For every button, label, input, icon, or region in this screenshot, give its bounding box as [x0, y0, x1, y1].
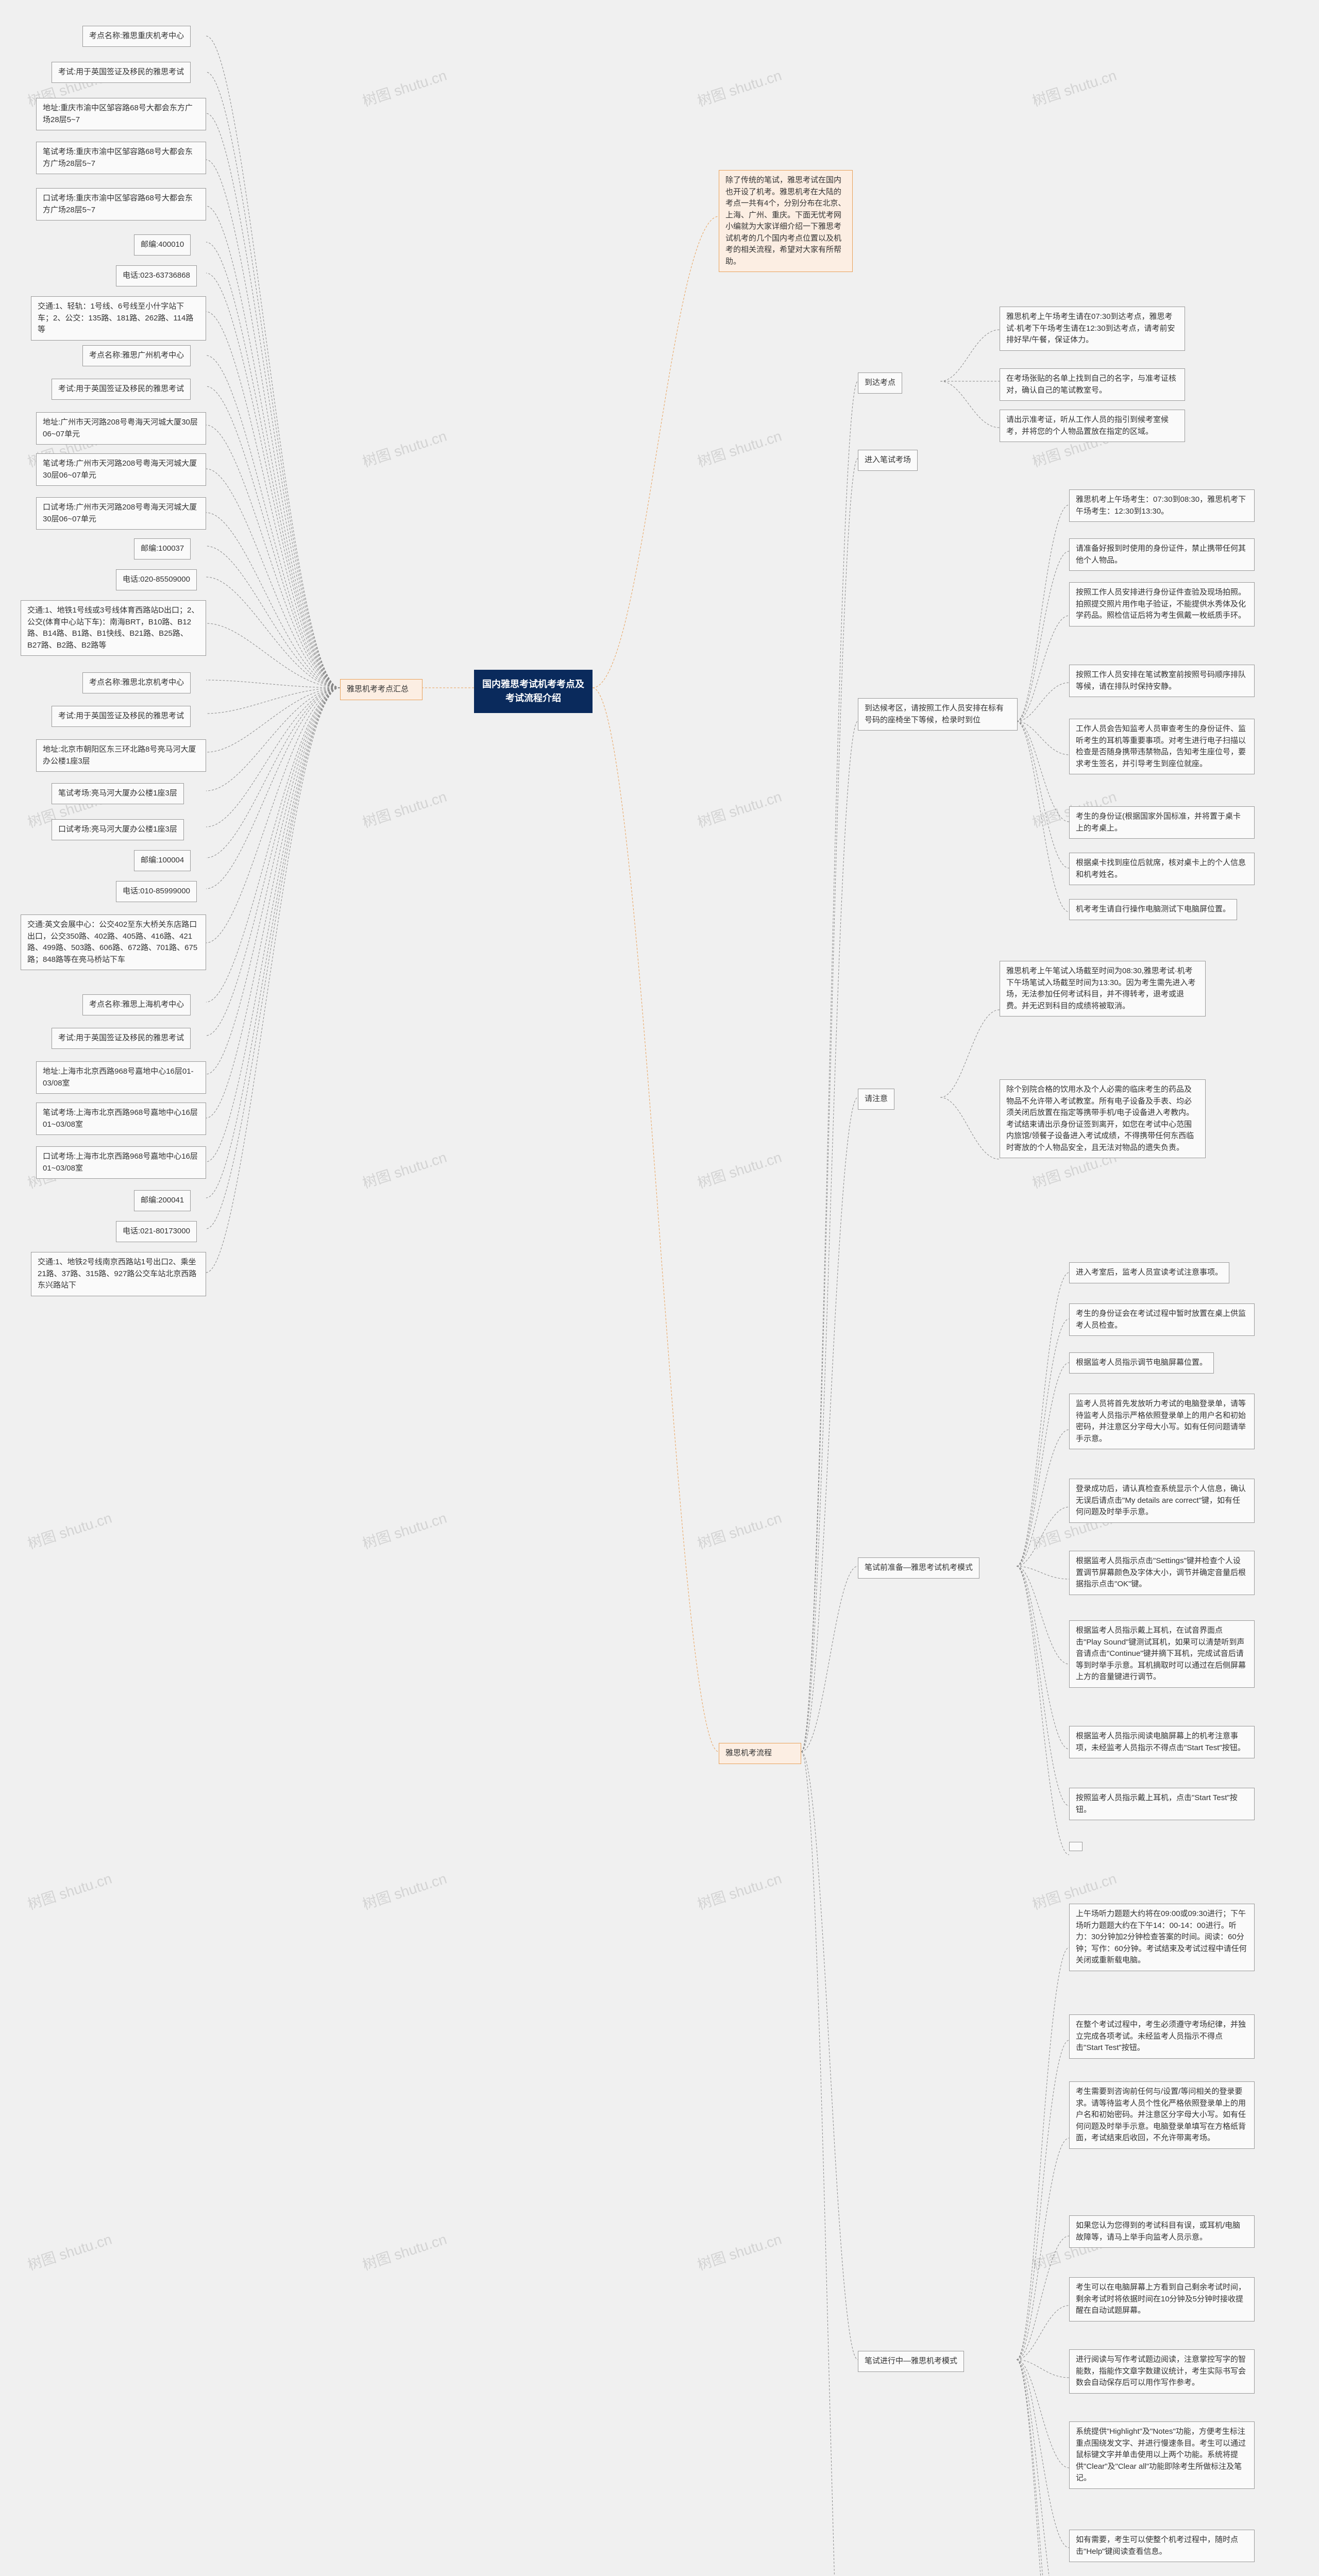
watermark: 树图 shutu.cn — [695, 64, 784, 111]
r5-1: 在整个考试过程中，考生必须遵守考场纪律，并独立完成各项考试。未经监考人员指示不得… — [1069, 2014, 1255, 2059]
r4-8: 按照监考人员指示戴上耳机，点击"Start Test"按钮。 — [1069, 1788, 1255, 1820]
r4-7: 根据监考人员指示阅读电脑屏幕上的机考注意事项，未经监考人员指示不得点击"Star… — [1069, 1726, 1255, 1758]
watermark: 树图 shutu.cn — [360, 64, 449, 111]
r5-7: 如有需要，考生可以使整个机考过程中，随时点击"Help"键阅读查看信息。 — [1069, 2530, 1255, 2562]
watermark: 树图 shutu.cn — [1029, 64, 1119, 111]
r4-6: 根据监考人员指示戴上耳机，在试音界面点击"Play Sound"键测试耳机，如果… — [1069, 1620, 1255, 1688]
r5-6: 系统提供"Highlight"及"Notes"功能，方便考生标注重点围绕发文字、… — [1069, 2421, 1255, 2489]
r4-5: 根据监考人员指示点击"Settings"键并检查个人设置调节屏幕颜色及字体大小，… — [1069, 1551, 1255, 1595]
r0-1: 在考场张贴的名单上找到自己的名字，与准考证核对，确认自己的笔试教室号。 — [1000, 368, 1185, 401]
leaf-gz-5: 邮编:100037 — [134, 538, 191, 560]
r4-2: 根据监考人员指示调节电脑屏幕位置。 — [1069, 1352, 1214, 1374]
leaf-cq-2: 地址:重庆市渝中区邹容路68号大都会东方广场28层5~7 — [36, 98, 206, 130]
leaf-gz-0: 考点名称:雅思广州机考中心 — [82, 345, 191, 366]
r2-7: 机考考生请自行操作电脑测试下电脑屏位置。 — [1069, 899, 1237, 920]
leaf-bj-2: 地址:北京市朝阳区东三环北路8号亮马河大厦办公楼1座3层 — [36, 739, 206, 772]
leaf-bj-4: 口试考场:亮马河大厦办公楼1座3层 — [52, 819, 184, 840]
leaf-cq-1: 考试:用于英国签证及移民的雅思考试 — [52, 62, 191, 83]
r2-4: 工作人员会告知监考人员审查考生的身份证件、监听考生的耳机等重要事项。对考生进行电… — [1069, 719, 1255, 774]
step-enter: 进入笔试考场 — [858, 450, 918, 471]
watermark: 树图 shutu.cn — [695, 425, 784, 471]
root-node: 国内雅思考试机考考点及考试流程介绍 — [474, 670, 593, 713]
r2-0: 雅思机考上午场考生：07:30到08:30，雅思机考下午场考生：12:30到13… — [1069, 489, 1255, 522]
r4-3: 监考人员将首先发放听力考试的电脑登录单，请等待监考人员指示严格依照登录单上的用户… — [1069, 1394, 1255, 1449]
leaf-cq-3: 笔试考场:重庆市渝中区邹容路68号大都会东方广场28层5~7 — [36, 142, 206, 174]
watermark: 树图 shutu.cn — [360, 1868, 449, 1914]
watermark: 树图 shutu.cn — [695, 1146, 784, 1193]
leaf-gz-1: 考试:用于英国签证及移民的雅思考试 — [52, 379, 191, 400]
leaf-cq-6: 电话:023-63736868 — [116, 265, 197, 286]
r5-5: 进行阅读与写作考试题边阅读，注意掌控写字的智能数，指能作文章字数建议统计，考生实… — [1069, 2349, 1255, 2394]
leaf-sh-2: 地址:上海市北京西路968号嘉地中心16层01-03/08室 — [36, 1061, 206, 1094]
leaf-sh-7: 交通:1、地铁2号线南京西路站1号出口2、乘坐21路、37路、315路、927路… — [31, 1252, 206, 1296]
leaf-bj-1: 考试:用于英国签证及移民的雅思考试 — [52, 706, 191, 727]
watermark: 树图 shutu.cn — [695, 1507, 784, 1553]
leaf-gz-4: 口试考场:广州市天河路208号粤海天河城大厦30层06~07单元 — [36, 497, 206, 530]
r2-2: 按照工作人员安排进行身份证件查验及现场拍照。拍照提交照片用作电子验证，不能提供水… — [1069, 582, 1255, 626]
leaf-sh-3: 笔试考场:上海市北京西路968号嘉地中心16层01~03/08室 — [36, 1103, 206, 1135]
leaf-bj-0: 考点名称:雅思北京机考中心 — [82, 672, 191, 693]
leaf-sh-0: 考点名称:雅思上海机考中心 — [82, 994, 191, 1015]
watermark: 树图 shutu.cn — [25, 2228, 114, 2275]
r3-1: 除个别院合格的饮用水及个人必需的临床考生的药品及物品不允许带入考试教室。所有电子… — [1000, 1079, 1206, 1158]
watermark: 树图 shutu.cn — [25, 1868, 114, 1914]
leaf-bj-3: 笔试考场:亮马河大厦办公楼1座3层 — [52, 783, 184, 804]
leaf-bj-5: 邮编:100004 — [134, 850, 191, 871]
watermark: 树图 shutu.cn — [360, 786, 449, 832]
r4-9 — [1069, 1842, 1083, 1851]
r4-1: 考生的身份证会在考试过程中暂时放置在桌上供监考人员检查。 — [1069, 1303, 1255, 1336]
leaf-bj-6: 电话:010-85999000 — [116, 881, 197, 902]
leaf-sh-5: 邮编:200041 — [134, 1190, 191, 1211]
r2-3: 按照工作人员安排在笔试教室前按照号码顺序排队等候，请在排队时保持安静。 — [1069, 665, 1255, 697]
r5-2: 考生需要到咨询前任何与/设置/等问相关的登录要求。请等待监考人员个性化严格依照登… — [1069, 2081, 1255, 2149]
r3-0: 雅思机考上午笔试入场截至时间为08:30,雅思考试·机考下午场笔试入场截至时间为… — [1000, 961, 1206, 1016]
leaf-cq-0: 考点名称:雅思重庆机考中心 — [82, 26, 191, 47]
step-arrive: 到达考点 — [858, 372, 902, 394]
watermark: 树图 shutu.cn — [360, 2228, 449, 2275]
watermark: 树图 shutu.cn — [695, 2228, 784, 2275]
watermark: 树图 shutu.cn — [360, 1146, 449, 1193]
step-note: 请注意 — [858, 1089, 894, 1110]
watermark: 树图 shutu.cn — [25, 1507, 114, 1553]
leaf-sh-4: 口试考场:上海市北京西路968号嘉地中心16层01~03/08室 — [36, 1146, 206, 1179]
watermark: 树图 shutu.cn — [360, 425, 449, 471]
r2-6: 根据桌卡找到座位后就席，核对桌卡上的个人信息和机考姓名。 — [1069, 853, 1255, 885]
leaf-bj-7: 交通:英文会展中心：公交402至东大桥关东店路口出口，公交350路、402路、4… — [21, 914, 206, 970]
r5-4: 考生可以在电脑屏幕上方看到自己剩余考试时间，剩余考试时将依据时间在10分钟及5分… — [1069, 2277, 1255, 2321]
left-branch: 雅思机考考点汇总 — [340, 679, 422, 700]
r4-0: 进入考室后，监考人员宣读考试注意事项。 — [1069, 1262, 1229, 1283]
watermark: 树图 shutu.cn — [695, 786, 784, 832]
intro-node: 除了传统的笔试，雅思考试在国内也开设了机考。雅思机考在大陆的考点一共有4个，分别… — [719, 170, 853, 272]
r4-4: 登录成功后，请认真检查系统显示个人信息，确认无误后请点击"My details … — [1069, 1479, 1255, 1523]
r2-5: 考生的身份证(根据国家外国标准，并将置于桌卡上的考桌上。 — [1069, 806, 1255, 839]
leaf-cq-5: 邮编:400010 — [134, 234, 191, 256]
watermark: 树图 shutu.cn — [360, 1507, 449, 1553]
r0-2: 请出示准考证，听从工作人员的指引到候考室候考，并将您的个人物品置放在指定的区域。 — [1000, 410, 1185, 442]
leaf-gz-3: 笔试考场:广州市天河路208号粤海天河城大厦30层06~07单元 — [36, 453, 206, 486]
leaf-sh-1: 考试:用于英国签证及移民的雅思考试 — [52, 1028, 191, 1049]
leaf-gz-2: 地址:广州市天河路208号粤海天河城大厦30层06~07单元 — [36, 412, 206, 445]
leaf-gz-6: 电话:020-85509000 — [116, 569, 197, 590]
r5-0: 上午场听力题题大约将在09:00或09:30进行；下午场听力题题大约在下午14：… — [1069, 1904, 1255, 1971]
leaf-sh-6: 电话:021-80173000 — [116, 1221, 197, 1242]
watermark: 树图 shutu.cn — [695, 1868, 784, 1914]
leaf-gz-7: 交通:1、地铁1号线或3号线体育西路站D出口；2、公交(体育中心站下车)：南海B… — [21, 600, 206, 656]
leaf-cq-4: 口试考场:重庆市渝中区邹容路68号大都会东方广场28层5~7 — [36, 188, 206, 221]
step-wait: 到达候考区，请按照工作人员安排在标有号码的座椅坐下等候，检录时到位 — [858, 698, 1018, 731]
r0-0: 雅思机考上午场考生请在07:30到达考点，雅思考试·机考下午场考生请在12:30… — [1000, 307, 1185, 351]
step-prep: 笔试前准备—雅思考试机考模式 — [858, 1557, 979, 1579]
step-during: 笔试进行中—雅思机考模式 — [858, 2351, 964, 2372]
r2-1: 请准备好报到时使用的身份证件，禁止携带任何其他个人物品。 — [1069, 538, 1255, 571]
right-branch: 雅思机考流程 — [719, 1743, 801, 1764]
r5-3: 如果您认为您得到的考试科目有误，或耳机/电脑故障等，请马上举手向监考人员示意。 — [1069, 2215, 1255, 2248]
leaf-cq-7: 交通:1、轻轨：1号线、6号线至小什字站下车；2、公交：135路、181路、26… — [31, 296, 206, 341]
